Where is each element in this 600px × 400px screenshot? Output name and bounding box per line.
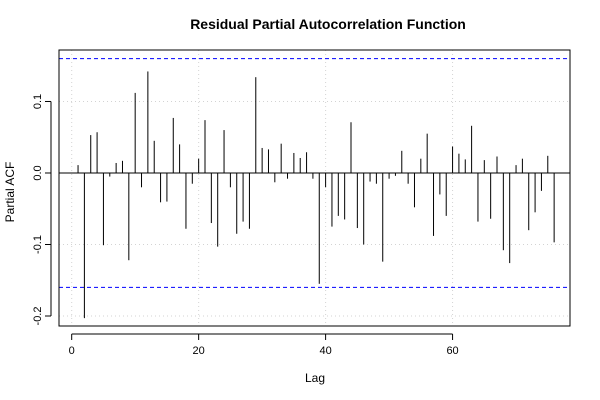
y-tick-label: 0.0 [32, 165, 44, 180]
x-axis: 0 20 40 60 [69, 333, 459, 357]
x-tick-label: 60 [446, 345, 458, 357]
grid [59, 50, 570, 326]
y-axis: -0.2 -0.1 0.0 0.1 [32, 94, 52, 326]
x-axis-label: Lag [305, 371, 325, 385]
x-tick-label: 40 [319, 345, 331, 357]
plot-border [58, 49, 571, 327]
confidence-bounds [59, 58, 570, 288]
y-tick-label: -0.1 [32, 235, 44, 254]
x-tick-label: 20 [193, 345, 205, 357]
x-tick-label: 0 [69, 345, 75, 357]
chart-title: Residual Partial Autocorrelation Functio… [190, 16, 466, 32]
y-axis-label: Partial ACF [3, 162, 17, 223]
pacf-bars [77, 71, 555, 319]
y-tick-label: 0.1 [32, 94, 44, 109]
y-tick-label: -0.2 [32, 307, 44, 326]
